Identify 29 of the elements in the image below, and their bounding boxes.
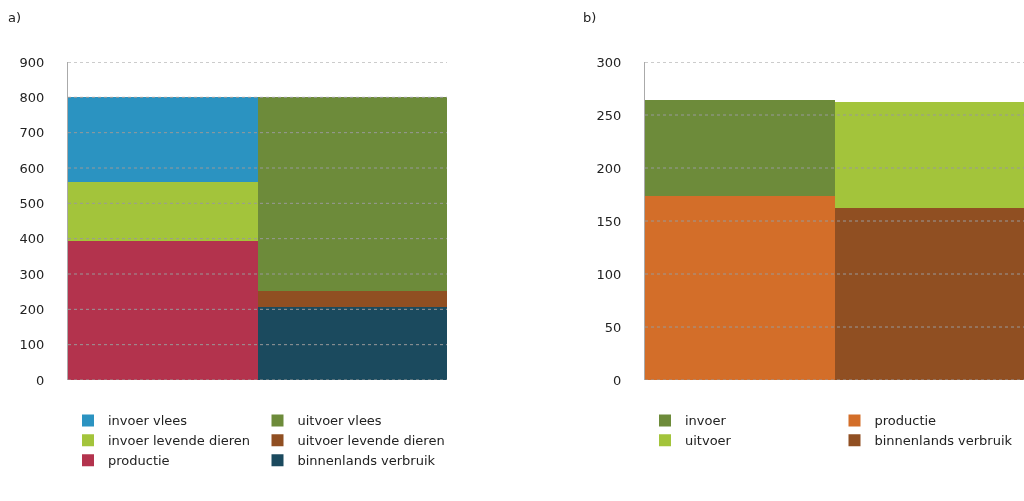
y-tick-label: 400	[19, 231, 45, 247]
y-tick-label: 500	[19, 195, 45, 211]
y-tick-label: 0	[36, 372, 45, 388]
y-tick-label: 250	[596, 107, 622, 123]
legend-label: uitvoer levende dieren	[297, 433, 445, 449]
y-tick-label: 150	[596, 213, 622, 229]
y-tick-label: 300	[19, 266, 45, 282]
legend-label: invoer	[685, 413, 727, 429]
y-tick-label: 600	[19, 160, 45, 176]
y-tick-label: 100	[596, 266, 622, 282]
chart-title: a)	[8, 10, 22, 26]
legend-label: invoer levende dieren	[108, 433, 251, 449]
legend-label: binnenlands verbruik	[874, 433, 1013, 449]
y-tick-label: 200	[596, 160, 622, 176]
legend-label: uitvoer	[685, 433, 732, 449]
legend-label: productie	[874, 413, 937, 429]
y-tick-label: 0	[613, 372, 622, 388]
legend-label: productie	[108, 453, 170, 469]
legend-label: uitvoer vlees	[297, 413, 382, 429]
y-tick-label: 900	[19, 54, 45, 70]
y-tick-label: 50	[604, 319, 622, 335]
chart-title: b)	[583, 10, 597, 26]
y-tick-label: 700	[19, 125, 45, 141]
y-tick-label: 300	[596, 54, 622, 70]
y-tick-label: 800	[19, 89, 45, 105]
legend-label: binnenlands verbruik	[297, 453, 436, 469]
legend-label: invoer vlees	[108, 413, 188, 429]
y-tick-label: 100	[19, 337, 45, 353]
y-tick-label: 200	[19, 301, 45, 317]
